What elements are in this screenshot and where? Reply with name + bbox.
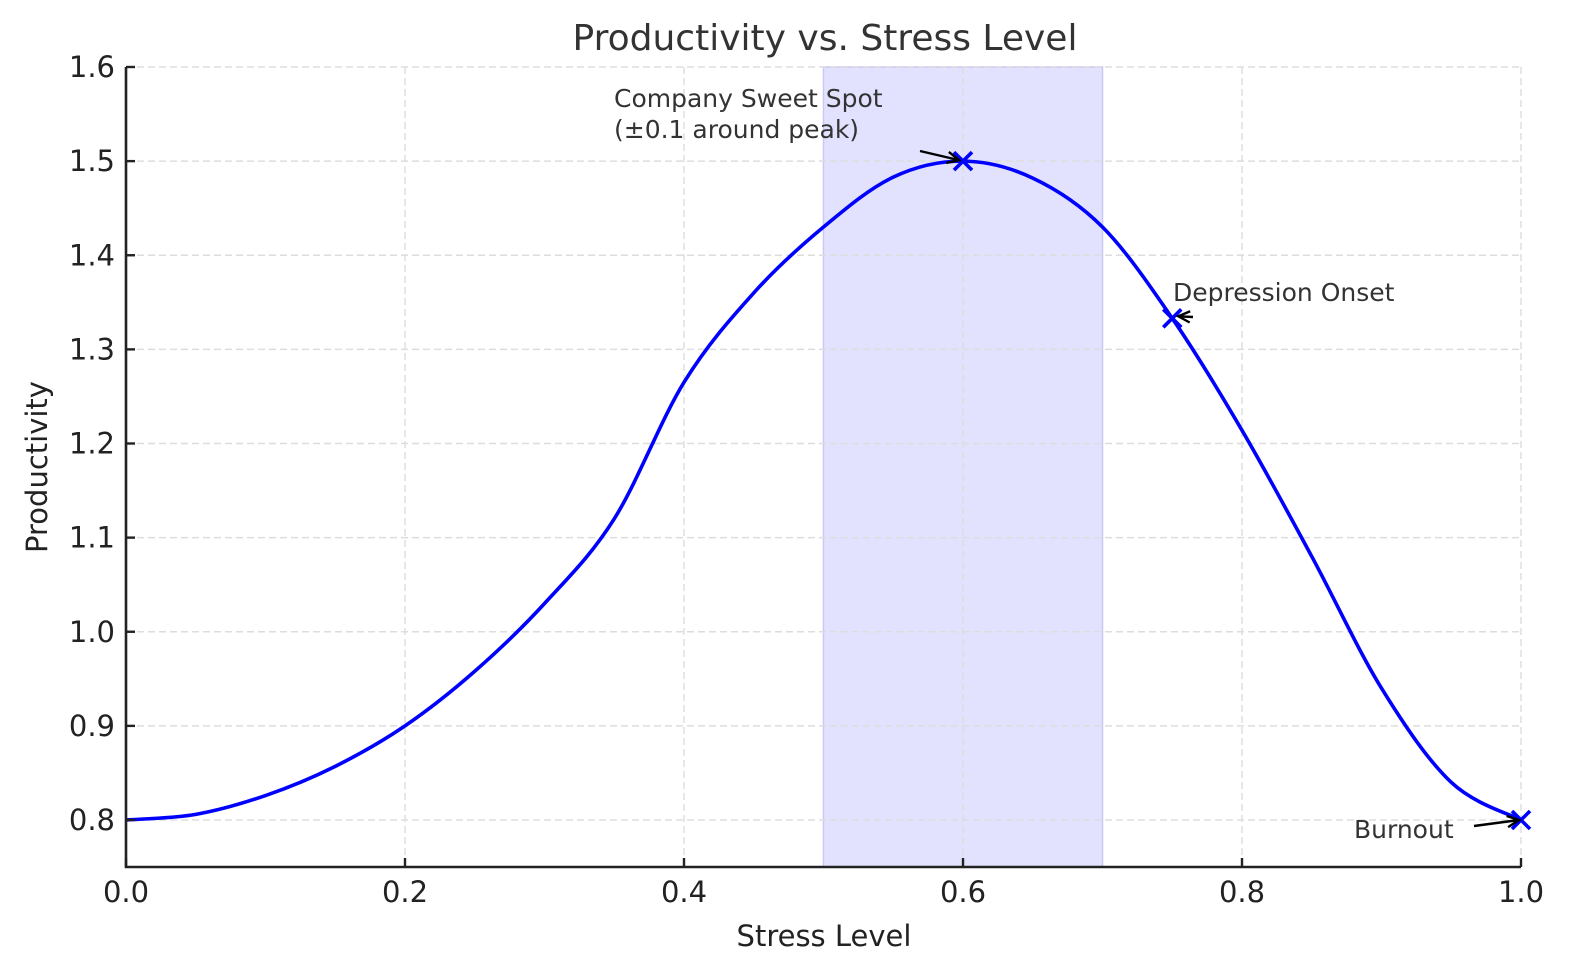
annotation-arrow-icon [919,149,962,165]
productivity-line [125,159,1522,822]
annotations: Company Sweet Spot (±0.1 around peak) Depr… [614,84,1522,844]
x-tick-label: 0.0 [103,875,149,909]
y-tick-label: 0.8 [69,803,115,837]
y-tick-label: 1.5 [69,144,115,178]
x-tick-label: 0.4 [661,875,707,909]
chart-title: Productivity vs. Stress Level [573,18,1078,59]
y-tick-label: 1.1 [69,521,115,555]
y-tick-label: 1.3 [69,332,115,366]
y-tick-label: 1.2 [69,427,115,461]
annotation-arrow-icon [1175,310,1194,324]
x-tick-label: 0.6 [940,875,986,909]
x-tick-label: 0.2 [382,875,428,909]
axes: 0.0 0.2 0.4 0.6 0.8 1.0 0.8 0.9 1.0 1.1 1.2 1.3 1.4 1… [69,50,1544,909]
x-tick-label: 1.0 [1498,875,1544,909]
x-marker-icon [952,150,974,172]
annotation-sweet-spot: Company Sweet Spot (±0.1 around peak) [614,84,883,144]
y-tick-label: 1.4 [69,238,115,272]
y-axis-label: Productivity [20,381,54,553]
annotation-burnout: Burnout [1354,815,1454,844]
x-axis-label: Stress Level [737,919,912,953]
x-marker-icon [1161,308,1183,329]
annotation-depression-onset: Depression Onset [1173,278,1395,307]
y-tick-label: 1.6 [69,50,115,84]
y-tick-label: 0.9 [69,709,115,743]
y-tick-label: 1.0 [69,615,115,649]
annotation-arrow-icon [1473,814,1522,829]
series-line [125,159,1522,822]
x-tick-label: 0.8 [1219,875,1265,909]
